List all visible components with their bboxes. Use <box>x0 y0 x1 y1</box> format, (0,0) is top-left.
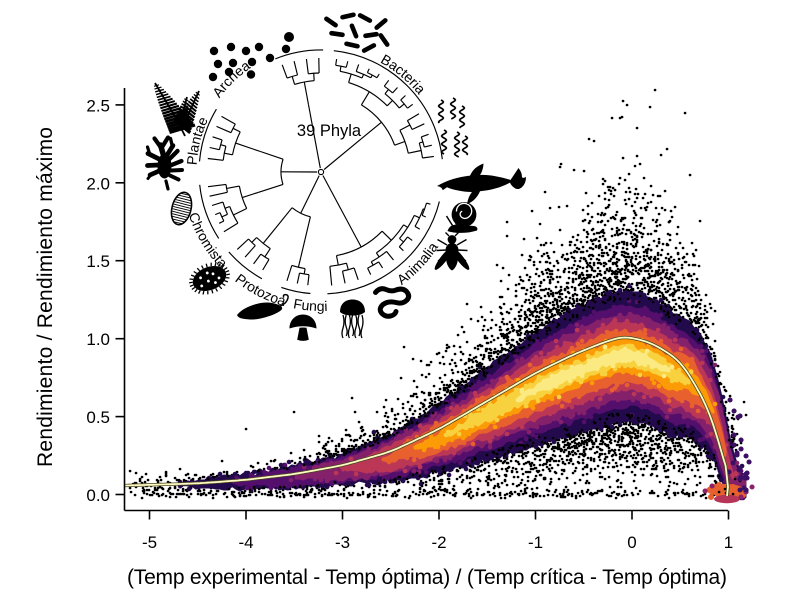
svg-text:-1: -1 <box>528 533 543 552</box>
svg-text:-4: -4 <box>238 533 253 552</box>
svg-text:0.5: 0.5 <box>86 408 110 427</box>
svg-text:0: 0 <box>627 533 636 552</box>
svg-text:2.5: 2.5 <box>86 96 110 115</box>
svg-text:0.0: 0.0 <box>86 486 110 505</box>
svg-text:Fungi: Fungi <box>292 295 328 314</box>
svg-text:1.5: 1.5 <box>86 252 110 271</box>
svg-text:-3: -3 <box>335 533 350 552</box>
svg-text:1: 1 <box>724 533 733 552</box>
svg-text:-2: -2 <box>431 533 446 552</box>
svg-text:(Temp experimental - Temp ópti: (Temp experimental - Temp óptima) / (Tem… <box>127 566 727 589</box>
svg-text:39 Phyla: 39 Phyla <box>297 122 362 140</box>
svg-text:Rendimiento / Rendimiento máxi: Rendimiento / Rendimiento máximo <box>34 127 57 467</box>
svg-text:1.0: 1.0 <box>86 330 110 349</box>
svg-text:-5: -5 <box>142 533 157 552</box>
svg-text:2.0: 2.0 <box>86 174 110 193</box>
